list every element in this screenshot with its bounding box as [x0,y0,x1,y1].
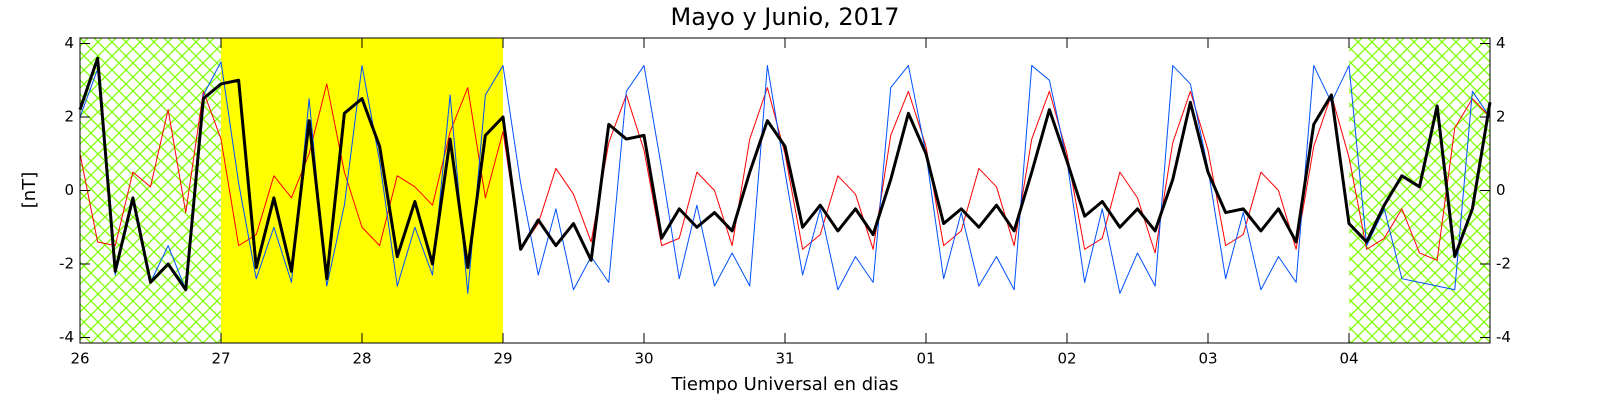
y-tick-label: 0 [64,181,74,199]
y-axis-label: [nT] [19,172,40,208]
x-tick-label: 28 [352,350,371,368]
shaded-region [80,38,221,343]
x-tick-label: 27 [211,350,230,368]
y-tick-label: -4 [59,328,74,346]
chart-title: Mayo y Junio, 2017 [671,3,900,31]
x-tick-label: 30 [634,350,653,368]
shaded-region [221,38,503,343]
y2-tick-label: 4 [1496,34,1506,52]
y-tick-label: 2 [64,108,74,126]
x-axis-label: Tiempo Universal en dias [670,374,898,395]
x-tick-label: 02 [1057,350,1076,368]
x-tick-label: 31 [775,350,794,368]
series-line [78,56,1492,292]
x-tick-label: 01 [916,350,935,368]
y2-tick-label: -4 [1496,328,1511,346]
x-tick-label: 26 [70,350,89,368]
series-line [79,83,1491,261]
shaded-region [1349,38,1490,343]
y2-tick-label: 0 [1496,181,1506,199]
x-tick-label: 29 [493,350,512,368]
y2-tick-label: 2 [1496,108,1506,126]
y-tick-label: -2 [59,254,74,272]
y2-tick-label: -2 [1496,254,1511,272]
x-tick-label: 04 [1339,350,1358,368]
x-tick-label: 03 [1198,350,1217,368]
y-tick-label: 4 [64,34,74,52]
